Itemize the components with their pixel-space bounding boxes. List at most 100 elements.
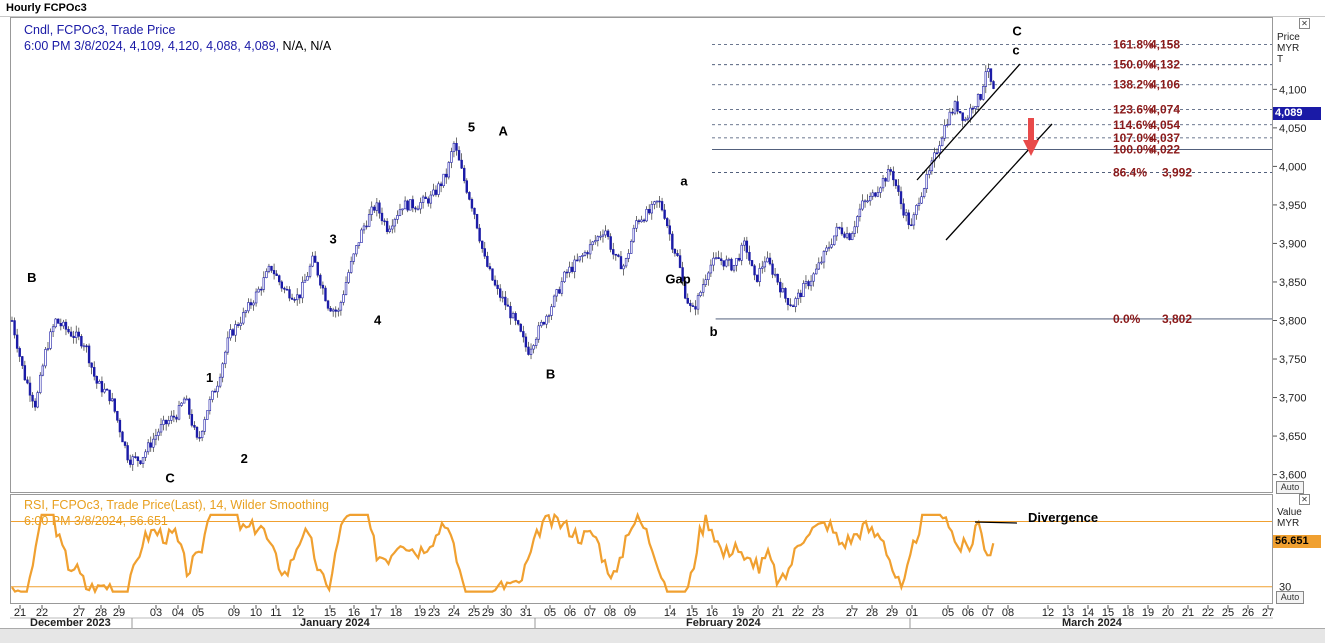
candle-body <box>717 257 720 260</box>
candle-body <box>62 321 65 327</box>
fib-label: 114.6% <box>1113 118 1153 132</box>
price-chart-panel[interactable] <box>10 17 1273 493</box>
candle-body <box>175 416 178 420</box>
wave-label: Gap <box>665 272 690 287</box>
price-axis-header: Price MYR T <box>1277 32 1300 65</box>
candle-body <box>871 192 874 197</box>
x-tick-label: 10 <box>250 607 262 619</box>
close-icon[interactable]: ✕ <box>1299 494 1310 505</box>
candle-body <box>614 253 618 256</box>
candle-body <box>588 244 592 255</box>
candle-body <box>966 117 970 120</box>
candle-body <box>206 410 209 420</box>
candle-body <box>779 281 782 293</box>
x-tick-label: 29 <box>886 607 898 619</box>
wave-label: 3 <box>330 231 337 246</box>
candle-body <box>234 324 237 336</box>
candle-body <box>283 287 286 290</box>
candle-body <box>403 200 407 210</box>
candle-body <box>807 281 810 287</box>
x-month-label: January 2024 <box>300 617 371 629</box>
candle-body <box>964 119 967 121</box>
candle-body <box>946 124 949 126</box>
candle-body <box>504 296 507 306</box>
candle-body <box>732 264 736 271</box>
x-tick-label: 27 <box>1262 607 1274 619</box>
x-tick-label: 12 <box>1042 607 1054 619</box>
candle-body <box>529 348 533 355</box>
candle-body <box>270 265 273 271</box>
candle-body <box>838 226 841 229</box>
candle-body <box>889 169 892 172</box>
candle-body <box>714 257 718 259</box>
scrollbar[interactable] <box>0 628 1325 643</box>
candle-body <box>46 348 50 350</box>
candle-body <box>432 189 435 196</box>
x-tick-label: 19 <box>1142 607 1154 619</box>
x-tick-label: 26 <box>1242 607 1254 619</box>
x-tick-label: 31 <box>520 607 532 619</box>
candle-body <box>624 258 628 267</box>
candle-body <box>699 291 702 296</box>
candle-body <box>108 389 111 402</box>
candle-body <box>894 179 898 186</box>
wave-label: B <box>27 270 36 285</box>
x-tick-label: 15 <box>686 607 698 619</box>
candle-body <box>627 253 630 259</box>
candle-body <box>111 398 114 402</box>
candle-body <box>478 227 481 242</box>
rsi-auto-scale-button[interactable]: Auto <box>1276 591 1304 604</box>
candle-body <box>630 240 633 254</box>
candle-body <box>100 381 104 393</box>
candle-body <box>470 199 474 209</box>
candle-body <box>483 248 486 257</box>
candle-body <box>10 320 14 322</box>
candle-body <box>231 329 235 336</box>
candle-body <box>427 198 430 204</box>
rsi-chart-panel[interactable] <box>10 494 1273 604</box>
candle-body <box>367 214 371 227</box>
candle-body <box>516 320 520 325</box>
x-tick-label: 23 <box>428 607 440 619</box>
candle-body <box>334 309 337 312</box>
price-tick-label: 4,000 <box>1279 161 1307 173</box>
candle-body <box>329 308 332 312</box>
candle-body <box>791 305 795 308</box>
candle-body <box>429 194 433 204</box>
price-tick-label: 3,700 <box>1279 393 1307 405</box>
candle-body <box>146 442 150 453</box>
candle-body <box>424 196 427 200</box>
candle-body <box>786 298 790 306</box>
candle-body <box>321 284 325 289</box>
candle-body <box>98 381 101 384</box>
candle-body <box>992 81 995 89</box>
candle-body <box>648 209 651 214</box>
x-tick-label: 29 <box>113 607 125 619</box>
candle-body <box>886 169 890 182</box>
candle-body <box>383 220 386 223</box>
candle-body <box>437 183 440 195</box>
candle-body <box>357 242 361 246</box>
candle-body <box>414 207 417 210</box>
rsi-axis-header-label: Value <box>1277 507 1302 518</box>
candle-body <box>221 363 224 378</box>
candle-body <box>316 262 319 276</box>
price-axis-header-label: Price <box>1277 32 1300 43</box>
candle-body <box>737 257 741 261</box>
candle-body <box>442 173 445 187</box>
price-auto-scale-button[interactable]: Auto <box>1276 481 1304 494</box>
candle-body <box>296 294 299 301</box>
x-tick-label: 08 <box>1002 607 1014 619</box>
candle-body <box>583 252 587 256</box>
candle-body <box>33 400 37 408</box>
candle-body <box>488 266 492 270</box>
candle-body <box>288 289 291 299</box>
candle-body <box>524 336 528 348</box>
candle-body <box>784 288 787 299</box>
x-tick-label: 13 <box>1062 607 1074 619</box>
candle-body <box>134 456 137 458</box>
candle-body <box>560 281 564 294</box>
x-tick-label: 21 <box>772 607 784 619</box>
close-icon[interactable]: ✕ <box>1299 18 1310 29</box>
candle-body <box>457 150 461 161</box>
